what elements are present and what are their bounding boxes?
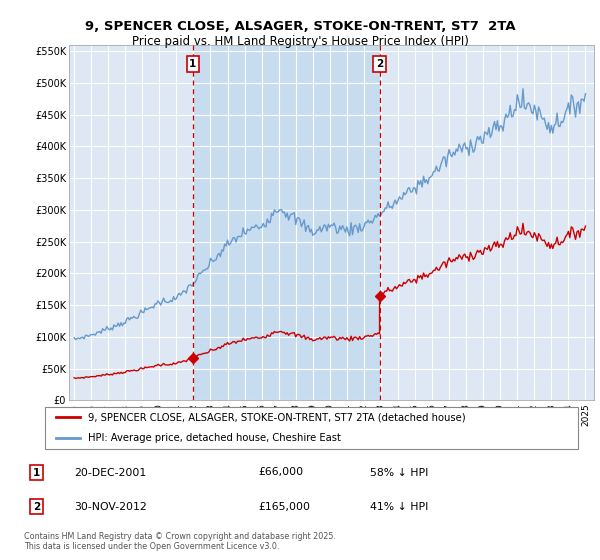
Text: 1: 1 (32, 468, 40, 478)
Text: 20-DEC-2001: 20-DEC-2001 (74, 468, 146, 478)
Text: Price paid vs. HM Land Registry's House Price Index (HPI): Price paid vs. HM Land Registry's House … (131, 35, 469, 48)
Text: 1: 1 (189, 59, 197, 69)
Text: 2: 2 (376, 59, 383, 69)
Text: 41% ↓ HPI: 41% ↓ HPI (370, 502, 428, 511)
Text: 9, SPENCER CLOSE, ALSAGER, STOKE-ON-TRENT, ST7  2TA: 9, SPENCER CLOSE, ALSAGER, STOKE-ON-TREN… (85, 20, 515, 32)
Text: 30-NOV-2012: 30-NOV-2012 (74, 502, 147, 511)
Text: HPI: Average price, detached house, Cheshire East: HPI: Average price, detached house, Ches… (88, 433, 341, 444)
Text: £66,000: £66,000 (259, 468, 304, 478)
Text: 9, SPENCER CLOSE, ALSAGER, STOKE-ON-TRENT, ST7 2TA (detached house): 9, SPENCER CLOSE, ALSAGER, STOKE-ON-TREN… (88, 412, 466, 422)
Bar (193, 45, 380, 400)
FancyBboxPatch shape (45, 407, 578, 449)
Text: 2: 2 (32, 502, 40, 511)
Text: £165,000: £165,000 (259, 502, 310, 511)
Text: Contains HM Land Registry data © Crown copyright and database right 2025.
This d: Contains HM Land Registry data © Crown c… (24, 532, 336, 552)
Text: 58% ↓ HPI: 58% ↓ HPI (370, 468, 428, 478)
